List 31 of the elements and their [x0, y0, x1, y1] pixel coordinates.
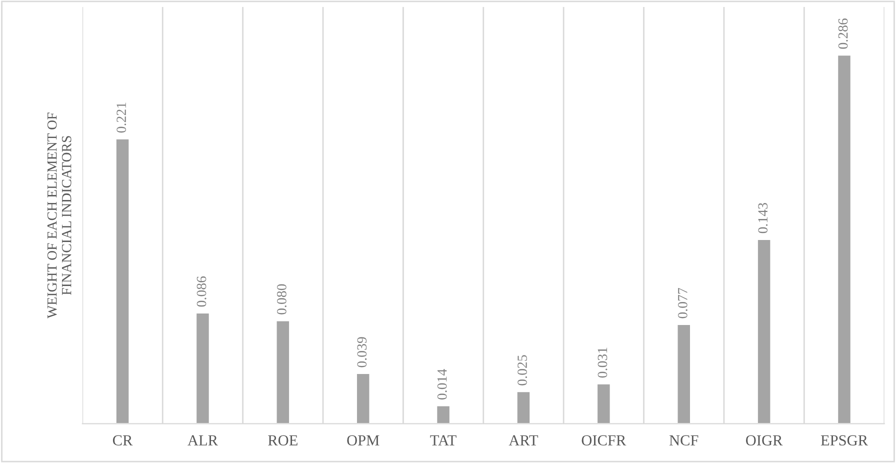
data-label: 0.221	[116, 102, 126, 133]
x-tick-label: OIGR	[746, 435, 783, 446]
data-label: 0.039	[357, 337, 367, 368]
bar	[356, 372, 371, 424]
x-tick-label: TAT	[430, 435, 456, 446]
x-tick-label: NCF	[669, 435, 698, 446]
x-tick-label: CR	[112, 435, 133, 446]
bar	[436, 404, 451, 424]
bar	[115, 138, 130, 424]
data-label: 0.086	[196, 276, 206, 307]
data-label: 0.031	[598, 348, 608, 378]
data-label: 0.286	[838, 18, 848, 49]
bar	[516, 390, 531, 424]
x-tick-label: ART	[508, 435, 538, 446]
data-label: 0.014	[437, 369, 447, 400]
x-tick-label: OICFR	[582, 435, 626, 446]
x-tick-label: OPM	[347, 435, 380, 446]
bar	[596, 382, 612, 424]
data-label: 0.025	[518, 355, 528, 386]
bar	[275, 320, 290, 424]
x-tick-label: ALR	[188, 435, 218, 446]
bar	[195, 312, 210, 424]
x-tick-label: EPSGR	[820, 435, 868, 446]
data-label: 0.080	[277, 284, 286, 314]
bar	[756, 238, 772, 424]
data-label: 0.143	[758, 203, 768, 234]
bar	[836, 54, 852, 424]
x-tick-label: ROE	[268, 435, 298, 446]
data-label: 0.077	[678, 288, 688, 318]
y-axis-title: WEIGHT OF EACH ELEMENT OF FINANCIAL INDICATORS	[47, 112, 72, 318]
bar	[676, 324, 692, 424]
